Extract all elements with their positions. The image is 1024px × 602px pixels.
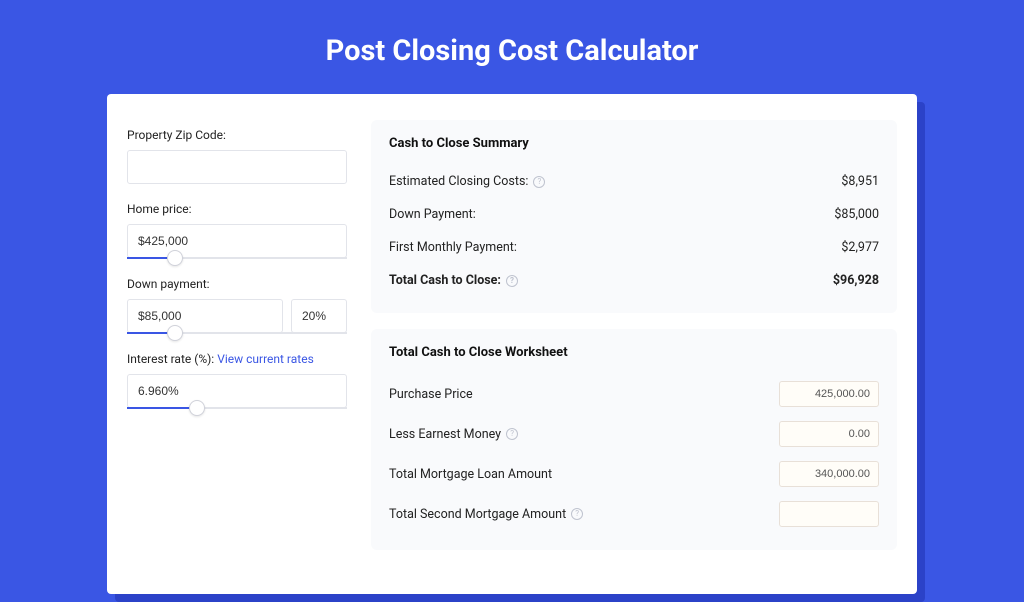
down-payment-input[interactable]	[127, 299, 283, 333]
interest-rate-label-text: Interest rate (%):	[127, 352, 217, 366]
down-payment-field: Down payment:	[127, 277, 347, 334]
home-price-label: Home price:	[127, 202, 347, 216]
down-payment-label: Down payment:	[127, 277, 347, 291]
results-column: Cash to Close Summary Estimated Closing …	[367, 120, 897, 574]
down-payment-slider-thumb[interactable]	[167, 325, 183, 341]
help-icon[interactable]: ?	[506, 428, 518, 440]
down-payment-pct-input[interactable]	[291, 299, 347, 333]
worksheet-value-input[interactable]	[779, 421, 879, 447]
summary-row-value: $8,951	[841, 174, 879, 189]
worksheet-row: Total Second Mortgage Amount?	[389, 494, 879, 534]
interest-rate-slider-fill	[127, 407, 197, 409]
summary-row-label: Total Cash to Close:?	[389, 273, 518, 288]
summary-row-label: Estimated Closing Costs:?	[389, 174, 545, 189]
home-price-field: Home price:	[127, 202, 347, 259]
zip-field: Property Zip Code:	[127, 128, 347, 184]
worksheet-panel: Total Cash to Close Worksheet Purchase P…	[371, 329, 897, 550]
summary-row-value: $2,977	[841, 240, 879, 255]
calculator-card: Property Zip Code: Home price: Down paym…	[107, 94, 917, 594]
worksheet-row-label: Purchase Price	[389, 387, 473, 402]
summary-row-label: First Monthly Payment:	[389, 240, 517, 255]
zip-label: Property Zip Code:	[127, 128, 347, 142]
interest-rate-input[interactable]	[127, 374, 347, 408]
page-title: Post Closing Cost Calculator	[0, 0, 1024, 94]
home-price-slider-thumb[interactable]	[167, 250, 183, 266]
interest-rate-slider[interactable]	[127, 407, 347, 409]
down-payment-slider[interactable]	[127, 332, 347, 334]
summary-row: Estimated Closing Costs:? $8,951	[389, 165, 879, 198]
interest-rate-slider-thumb[interactable]	[189, 400, 205, 416]
help-icon[interactable]: ?	[506, 275, 518, 287]
interest-rate-field: Interest rate (%): View current rates	[127, 352, 347, 409]
summary-title: Cash to Close Summary	[389, 136, 879, 151]
worksheet-row-label: Total Second Mortgage Amount?	[389, 507, 583, 522]
view-rates-link[interactable]: View current rates	[217, 352, 314, 366]
worksheet-title: Total Cash to Close Worksheet	[389, 345, 879, 360]
help-icon[interactable]: ?	[533, 176, 545, 188]
summary-row: First Monthly Payment: $2,977	[389, 231, 879, 264]
summary-row-value: $85,000	[834, 207, 879, 222]
home-price-input[interactable]	[127, 224, 347, 258]
summary-row: Down Payment: $85,000	[389, 198, 879, 231]
summary-row-label: Down Payment:	[389, 207, 476, 222]
worksheet-value-input[interactable]	[779, 461, 879, 487]
interest-rate-label: Interest rate (%): View current rates	[127, 352, 347, 366]
summary-panel: Cash to Close Summary Estimated Closing …	[371, 120, 897, 313]
inputs-column: Property Zip Code: Home price: Down paym…	[127, 120, 367, 574]
worksheet-row: Total Mortgage Loan Amount	[389, 454, 879, 494]
help-icon[interactable]: ?	[571, 508, 583, 520]
worksheet-value-input[interactable]	[779, 381, 879, 407]
worksheet-value-input[interactable]	[779, 501, 879, 527]
summary-row-value: $96,928	[833, 273, 879, 288]
worksheet-row-label: Less Earnest Money?	[389, 427, 518, 442]
calculator-card-wrapper: Property Zip Code: Home price: Down paym…	[107, 94, 917, 594]
worksheet-row: Less Earnest Money?	[389, 414, 879, 454]
home-price-slider[interactable]	[127, 257, 347, 259]
zip-input[interactable]	[127, 150, 347, 184]
worksheet-row: Purchase Price	[389, 374, 879, 414]
summary-row: Total Cash to Close:? $96,928	[389, 264, 879, 297]
worksheet-row-label: Total Mortgage Loan Amount	[389, 467, 552, 482]
